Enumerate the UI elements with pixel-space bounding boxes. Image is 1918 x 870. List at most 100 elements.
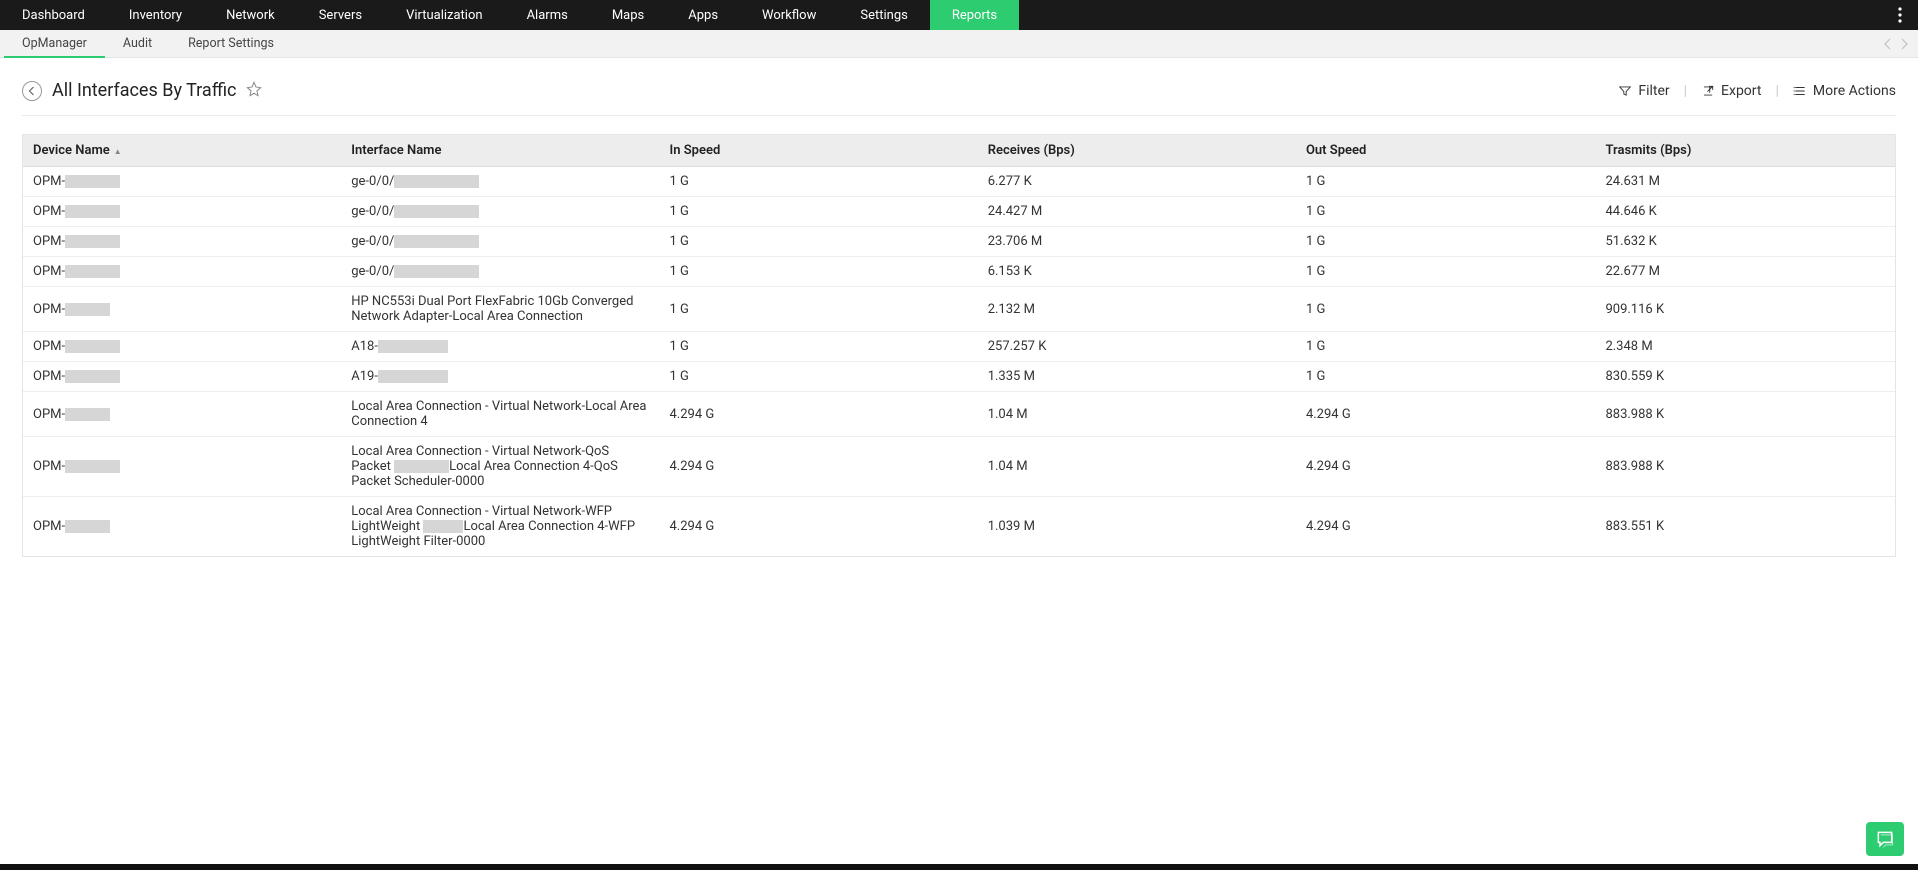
cell-receives: 1.04 M: [978, 392, 1296, 437]
topnav-item-inventory[interactable]: Inventory: [107, 0, 204, 30]
cell-device-name: OPM-: [23, 287, 341, 332]
table-row[interactable]: OPM-HP NC553i Dual Port FlexFabric 10Gb …: [23, 287, 1895, 332]
cell-out-speed: 4.294 G: [1296, 497, 1596, 557]
column-header[interactable]: In Speed: [659, 135, 977, 167]
page-title: All Interfaces By Traffic: [52, 80, 236, 101]
table-row[interactable]: OPM-Local Area Connection - Virtual Netw…: [23, 437, 1895, 497]
topnav-item-maps[interactable]: Maps: [590, 0, 666, 30]
cell-in-speed: 4.294 G: [659, 392, 977, 437]
topnav-item-alarms[interactable]: Alarms: [505, 0, 590, 30]
cell-receives: 1.335 M: [978, 362, 1296, 392]
chat-icon: [1875, 829, 1895, 849]
cell-in-speed: 1 G: [659, 167, 977, 197]
export-button[interactable]: Export: [1701, 83, 1761, 99]
cell-interface-name: HP NC553i Dual Port FlexFabric 10Gb Conv…: [341, 287, 659, 332]
cell-interface-name: ge-0/0/: [341, 257, 659, 287]
redacted-blur: [378, 370, 448, 383]
back-button[interactable]: [22, 81, 42, 101]
topnav-item-workflow[interactable]: Workflow: [740, 0, 838, 30]
topnav-item-apps[interactable]: Apps: [666, 0, 740, 30]
favorite-star-icon[interactable]: [246, 81, 262, 101]
table-row[interactable]: OPM-ge-0/0/1 G24.427 M1 G44.646 K: [23, 197, 1895, 227]
cell-interface-name: Local Area Connection - Virtual Network-…: [341, 437, 659, 497]
cell-device-name: OPM-: [23, 197, 341, 227]
table-row[interactable]: OPM-ge-0/0/1 G6.153 K1 G22.677 M: [23, 257, 1895, 287]
redacted-blur: [65, 303, 110, 316]
topnav-item-settings[interactable]: Settings: [838, 0, 929, 30]
cell-transmits: 44.646 K: [1595, 197, 1895, 227]
table-row[interactable]: OPM-Local Area Connection - Virtual Netw…: [23, 497, 1895, 557]
cell-transmits: 883.988 K: [1595, 437, 1895, 497]
table-row[interactable]: OPM-A18-1 G257.257 K1 G2.348 M: [23, 332, 1895, 362]
cell-device-name: OPM-: [23, 257, 341, 287]
redacted-blur: [65, 235, 120, 248]
top-nav: DashboardInventoryNetworkServersVirtuali…: [0, 0, 1918, 30]
column-header[interactable]: Out Speed: [1296, 135, 1596, 167]
column-header[interactable]: Device Name▲: [23, 135, 341, 167]
cell-transmits: 883.988 K: [1595, 392, 1895, 437]
cell-device-name: OPM-: [23, 392, 341, 437]
redacted-blur: [65, 340, 120, 353]
topnav-item-servers[interactable]: Servers: [297, 0, 384, 30]
redacted-blur: [394, 265, 479, 278]
cell-out-speed: 1 G: [1296, 227, 1596, 257]
redacted-blur: [423, 520, 463, 533]
redacted-blur: [394, 175, 479, 188]
more-actions-button[interactable]: More Actions: [1793, 83, 1896, 99]
cell-interface-name: ge-0/0/: [341, 227, 659, 257]
chat-fab[interactable]: [1866, 822, 1904, 856]
topnav-item-network[interactable]: Network: [204, 0, 297, 30]
cell-out-speed: 1 G: [1296, 362, 1596, 392]
column-header[interactable]: Trasmits (Bps): [1595, 135, 1895, 167]
redacted-blur: [65, 265, 120, 278]
redacted-blur: [65, 520, 110, 533]
table-row[interactable]: OPM-Local Area Connection - Virtual Netw…: [23, 392, 1895, 437]
cell-transmits: 24.631 M: [1595, 167, 1895, 197]
topnav-item-dashboard[interactable]: Dashboard: [0, 0, 107, 30]
cell-device-name: OPM-: [23, 362, 341, 392]
cell-in-speed: 4.294 G: [659, 437, 977, 497]
redacted-blur: [65, 408, 110, 421]
cell-receives: 6.153 K: [978, 257, 1296, 287]
column-header[interactable]: Interface Name: [341, 135, 659, 167]
filter-icon: [1618, 84, 1632, 98]
cell-in-speed: 4.294 G: [659, 497, 977, 557]
redacted-blur: [65, 205, 120, 218]
bottom-strip: [0, 864, 1918, 870]
cell-in-speed: 1 G: [659, 287, 977, 332]
subnav-next-icon[interactable]: [1898, 38, 1910, 50]
subnav-item-report-settings[interactable]: Report Settings: [170, 30, 292, 57]
subnav-item-audit[interactable]: Audit: [105, 30, 170, 57]
more-actions-label: More Actions: [1813, 83, 1896, 99]
column-header[interactable]: Receives (Bps): [978, 135, 1296, 167]
cell-device-name: OPM-: [23, 227, 341, 257]
filter-button[interactable]: Filter: [1618, 83, 1669, 99]
table-row[interactable]: OPM-ge-0/0/1 G6.277 K1 G24.631 M: [23, 167, 1895, 197]
cell-interface-name: Local Area Connection - Virtual Network-…: [341, 392, 659, 437]
redacted-blur: [394, 235, 479, 248]
subnav-prev-icon[interactable]: [1882, 38, 1894, 50]
topnav-item-reports[interactable]: Reports: [930, 0, 1019, 30]
cell-out-speed: 4.294 G: [1296, 437, 1596, 497]
cell-out-speed: 1 G: [1296, 332, 1596, 362]
sort-indicator-icon: ▲: [114, 147, 122, 156]
table-row[interactable]: OPM-A19-1 G1.335 M1 G830.559 K: [23, 362, 1895, 392]
cell-receives: 257.257 K: [978, 332, 1296, 362]
cell-in-speed: 1 G: [659, 362, 977, 392]
topnav-item-virtualization[interactable]: Virtualization: [384, 0, 505, 30]
action-separator: |: [1775, 83, 1778, 99]
report-table: Device Name▲Interface NameIn SpeedReceiv…: [22, 134, 1896, 557]
cell-out-speed: 4.294 G: [1296, 392, 1596, 437]
kebab-menu-icon[interactable]: [1892, 0, 1908, 30]
cell-interface-name: ge-0/0/: [341, 167, 659, 197]
action-separator: |: [1684, 83, 1687, 99]
cell-in-speed: 1 G: [659, 197, 977, 227]
cell-in-speed: 1 G: [659, 332, 977, 362]
export-label: Export: [1721, 83, 1761, 99]
table-row[interactable]: OPM-ge-0/0/1 G23.706 M1 G51.632 K: [23, 227, 1895, 257]
cell-receives: 24.427 M: [978, 197, 1296, 227]
redacted-blur: [65, 175, 120, 188]
cell-transmits: 909.116 K: [1595, 287, 1895, 332]
cell-receives: 6.277 K: [978, 167, 1296, 197]
subnav-item-opmanager[interactable]: OpManager: [4, 30, 105, 57]
